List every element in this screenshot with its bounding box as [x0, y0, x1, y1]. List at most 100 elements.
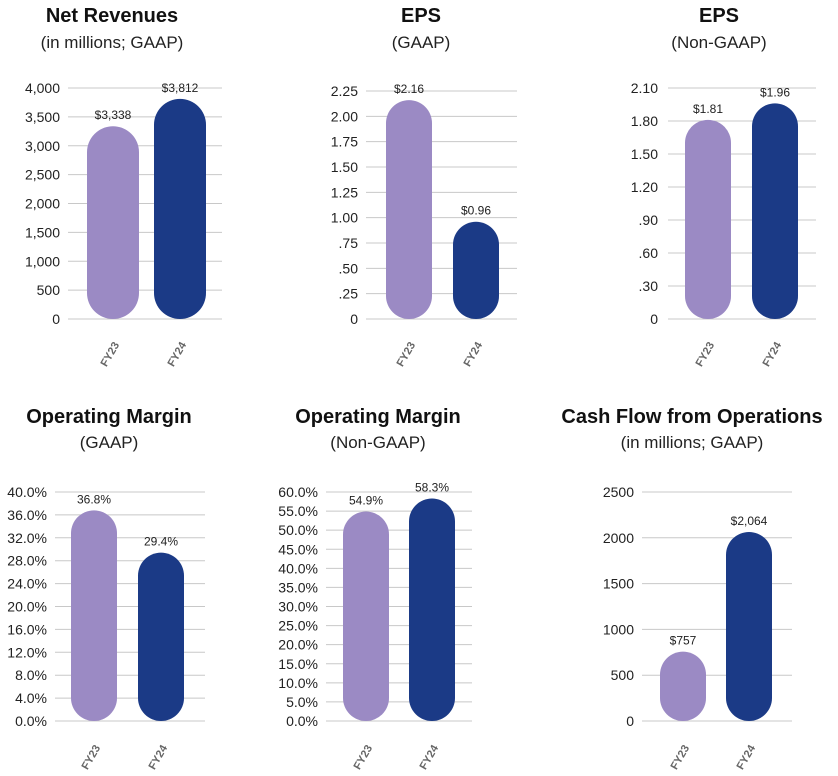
y-tick-label: 55.0% [278, 503, 318, 519]
chart-panel: Cash Flow from Operations (in millions; G… [561, 406, 822, 772]
y-tick-label: 1000 [603, 621, 634, 637]
chart-title: Operating Margin [295, 406, 461, 428]
chart-subtitle: (GAAP) [392, 33, 451, 52]
chart-title: Operating Margin [26, 406, 192, 428]
bar-fy23 [87, 126, 139, 320]
chart-title: Net Revenues [46, 5, 178, 27]
y-tick-label: 2,500 [25, 167, 60, 183]
y-tick-label: 2,000 [25, 196, 60, 212]
y-tick-label: 15.0% [278, 656, 318, 672]
y-tick-label: 0 [626, 713, 634, 729]
y-tick-label: 1.20 [631, 179, 658, 195]
data-label: $1.96 [760, 85, 790, 99]
y-tick-label: 60.0% [278, 484, 318, 500]
data-label: 29.4% [144, 535, 178, 549]
chart-panel: Net Revenues (in millions; GAAP) 4,000 3,50… [25, 5, 222, 369]
y-tick-label: 45.0% [278, 541, 318, 557]
y-tick-label: 40.0% [7, 484, 47, 500]
y-tick-label: 10.0% [278, 675, 318, 691]
chart-panel: EPS (GAAP) 2.25 2.00 1.75 1.50 1.25 1.00 .75 .50.… [331, 5, 517, 369]
bar-fy23 [685, 119, 731, 319]
chart-title: Cash Flow from Operations [561, 406, 822, 428]
y-tick-label: 500 [611, 667, 635, 683]
y-tick-label: 20.0% [278, 637, 318, 653]
y-tick-label: .75 [339, 235, 359, 251]
y-tick-label: .30 [639, 278, 659, 294]
y-tick-label: 24.0% [7, 576, 47, 592]
y-tick-label: 5.0% [286, 694, 318, 710]
y-tick-label: 1.75 [331, 134, 358, 150]
y-tick-label: 20.0% [7, 599, 47, 615]
x-category-label: FY24 [147, 742, 171, 772]
data-label: 54.9% [349, 493, 383, 507]
y-tick-label: 1.80 [631, 113, 658, 129]
bar-fy23 [343, 511, 389, 721]
y-tick-label: 12.0% [7, 644, 47, 660]
y-tick-label: 1.50 [331, 159, 358, 175]
bar-fy24 [752, 103, 798, 320]
x-category-label: FY23 [694, 340, 718, 369]
y-tick-label: 1.25 [331, 184, 358, 200]
chart-panel: Operating Margin (GAAP) 40.0% 36.0% 32.0% 28.… [7, 406, 205, 772]
y-tick-label: 0 [350, 311, 358, 327]
data-label: $3,338 [95, 108, 132, 122]
chart-subtitle: (in millions; GAAP) [41, 33, 184, 52]
chart-panel: EPS (Non-GAAP) 2.10 1.80 1.50 1.20 .90 .60 .30 0 $… [631, 5, 816, 369]
x-category-label: FY23 [80, 743, 104, 772]
y-tick-label: 2000 [603, 530, 634, 546]
chart-subtitle: (GAAP) [80, 433, 139, 452]
y-tick-label: 16.0% [7, 621, 47, 637]
bar-fy24 [726, 531, 772, 721]
y-tick-label: 1.00 [331, 210, 358, 226]
x-category-label: FY24 [761, 339, 785, 369]
chart-subtitle: (Non-GAAP) [671, 33, 766, 52]
bar-fy23 [660, 651, 706, 721]
y-tick-label: 30.0% [278, 599, 318, 615]
chart-title: EPS [401, 5, 441, 27]
y-tick-label: 1,500 [25, 224, 60, 240]
y-tick-label: 4,000 [25, 80, 60, 96]
x-category-label: FY24 [462, 339, 486, 369]
y-tick-label: 50.0% [278, 522, 318, 538]
y-tick-label: 2500 [603, 484, 634, 500]
data-label: $3,812 [162, 81, 199, 95]
data-label: $2,064 [731, 514, 768, 528]
y-tick-label: 0 [650, 311, 658, 327]
data-label: $1.81 [693, 102, 723, 116]
y-tick-label: 32.0% [7, 530, 47, 546]
data-label: 58.3% [415, 480, 449, 494]
y-tick-label: 3,000 [25, 138, 60, 154]
y-tick-label: 2.10 [631, 80, 658, 96]
y-tick-label: 1500 [603, 576, 634, 592]
bar-fy23 [71, 510, 117, 721]
y-tick-label: 8.0% [15, 667, 47, 683]
y-tick-label: 1.50 [631, 146, 658, 162]
y-tick-label: 0.0% [15, 713, 47, 729]
y-tick-label: 28.0% [7, 553, 47, 569]
y-tick-label: .60 [639, 245, 659, 261]
x-category-label: FY24 [166, 339, 190, 369]
data-label: $757 [670, 634, 697, 648]
chart-subtitle: (Non-GAAP) [330, 433, 425, 452]
x-category-label: FY23 [352, 743, 376, 772]
bar-fy24 [453, 221, 499, 319]
x-category-label: FY24 [735, 742, 759, 772]
y-tick-label: 4.0% [15, 690, 47, 706]
y-tick-label: 40.0% [278, 560, 318, 576]
chart-subtitle: (in millions; GAAP) [621, 433, 764, 452]
y-tick-label: .90 [639, 212, 659, 228]
y-tick-label: 36.0% [7, 507, 47, 523]
bar-fy24 [409, 498, 456, 721]
y-tick-label: 500 [37, 282, 61, 298]
y-tick-label: .50 [339, 260, 359, 276]
y-tick-label: 1,000 [25, 253, 60, 269]
y-tick-label: .25 [339, 286, 359, 302]
bar-fy24 [138, 552, 184, 721]
x-category-label: FY23 [99, 340, 123, 369]
x-category-label: FY24 [418, 742, 442, 772]
bar-fy23 [386, 100, 432, 320]
data-label: $2.16 [394, 82, 424, 96]
data-label: 36.8% [77, 492, 111, 506]
y-tick-label: 35.0% [278, 579, 318, 595]
